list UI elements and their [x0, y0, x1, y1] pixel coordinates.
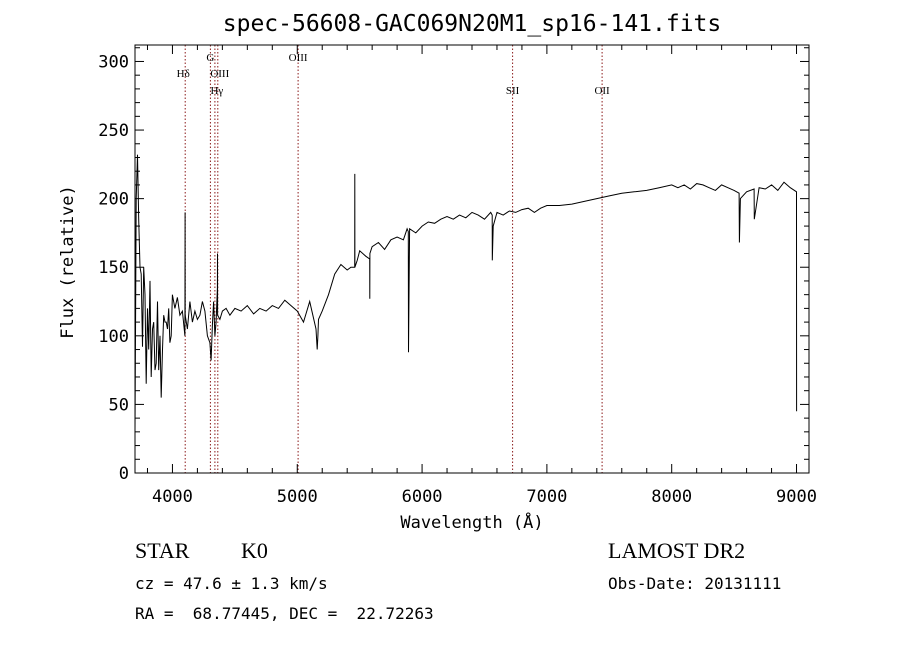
coordinates-readout: RA = 68.77445, DEC = 22.72263	[135, 604, 434, 623]
x-tick-label: 9000	[776, 487, 817, 507]
reference-line-label: OIII	[289, 52, 308, 64]
y-tick-label: 0	[119, 464, 129, 484]
chart-title: spec-56608-GAC069N20M1_sp16-141.fits	[223, 11, 722, 37]
y-tick-label: 300	[98, 52, 129, 72]
reference-line-label: OIII	[210, 68, 229, 80]
reference-lines	[184, 45, 603, 473]
x-axis-label: Wavelength (Å)	[400, 511, 543, 533]
x-tick-label: 8000	[651, 487, 692, 507]
y-axis-label: Flux (relative)	[58, 185, 78, 339]
x-tick-label: 6000	[402, 487, 443, 507]
x-tick-label: 4000	[152, 487, 193, 507]
plot-frame	[134, 44, 810, 474]
y-axis-ticks: 0 50 100 150 200 250 300	[98, 47, 809, 484]
reference-line-labels: Hδ G Hγ OIII OIII SII OII	[177, 52, 610, 97]
object-class: STAR	[135, 538, 190, 563]
reference-line-label: SII	[506, 85, 520, 97]
x-tick-label: 5000	[277, 487, 318, 507]
x-tick-label: 7000	[526, 487, 567, 507]
y-tick-label: 200	[98, 190, 129, 210]
y-tick-label: 250	[98, 121, 129, 141]
reference-line-label: OII	[594, 85, 610, 97]
reference-line-label: Hγ	[210, 85, 223, 97]
redshift-readout: cz = 47.6 ± 1.3 km/s	[135, 574, 328, 593]
reference-line-label: G	[206, 52, 214, 64]
survey-name: LAMOST DR2	[608, 538, 746, 563]
x-axis-ticks: 4000 5000 6000 7000 8000 9000	[146, 45, 817, 507]
reference-line-label: Hδ	[177, 68, 190, 80]
y-tick-label: 100	[98, 327, 129, 347]
spectral-subclass: K0	[241, 538, 268, 563]
observation-date: Obs-Date: 20131111	[608, 574, 782, 593]
y-tick-label: 150	[98, 258, 129, 278]
spectrum-series-line	[134, 154, 798, 432]
y-tick-label: 50	[109, 395, 129, 415]
